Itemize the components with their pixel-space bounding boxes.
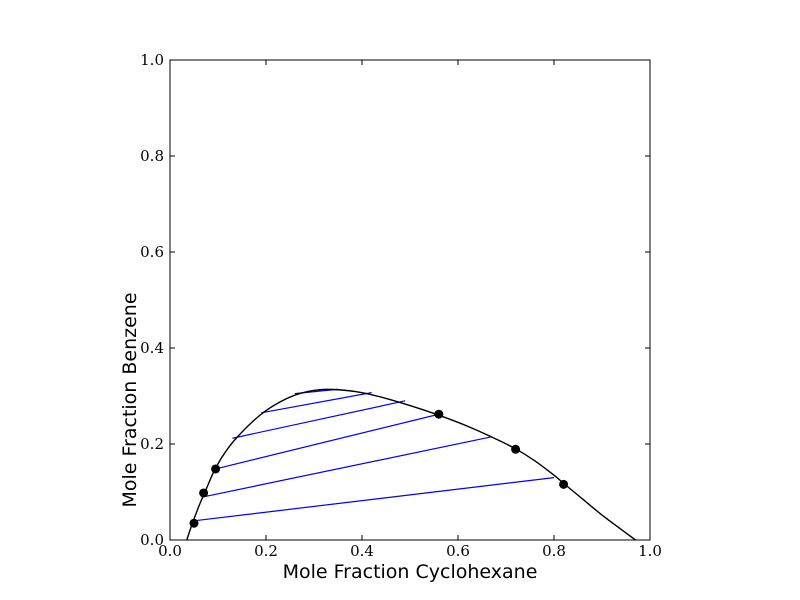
binodal-curve-layer	[186, 388, 637, 541]
tie-line	[215, 413, 439, 470]
x-tick-label: 0.2	[254, 542, 278, 560]
tie-line	[232, 400, 406, 439]
x-tick-label: 0.6	[446, 542, 470, 560]
data-point	[559, 479, 569, 489]
data-point	[511, 444, 521, 454]
y-tick-label: 0.4	[140, 339, 164, 357]
y-tick-label: 1.0	[140, 51, 164, 69]
data-point	[189, 518, 199, 528]
x-tick-label: 1.0	[638, 542, 662, 560]
tie-line	[203, 436, 492, 498]
tie-line	[261, 392, 372, 414]
y-tick-label: 0.6	[140, 243, 164, 261]
x-tick-label: 0.8	[542, 542, 566, 560]
tie-line	[193, 477, 555, 522]
y-tick-label: 0.2	[140, 435, 164, 453]
y-tick-label: 0.8	[140, 147, 164, 165]
binodal-curve	[186, 388, 637, 541]
tie-lines	[193, 388, 555, 522]
x-tick-label: 0.4	[350, 542, 374, 560]
data-point	[199, 488, 209, 498]
y-axis-label: Mole Fraction Benzene	[119, 292, 141, 507]
axis-ticks: 0.0 0.2 0.4 0.6 0.8 1.0 0.0 0.2 0.4 0.6 0.8 1.0	[140, 51, 662, 560]
x-tick-label: 0.0	[158, 542, 182, 560]
y-tick-label: 0.0	[140, 531, 164, 549]
data-points	[189, 409, 569, 528]
data-point	[211, 464, 221, 474]
plot-frame	[169, 59, 651, 541]
data-point	[434, 409, 444, 419]
x-axis-label: Mole Fraction Cyclohexane	[283, 561, 538, 583]
